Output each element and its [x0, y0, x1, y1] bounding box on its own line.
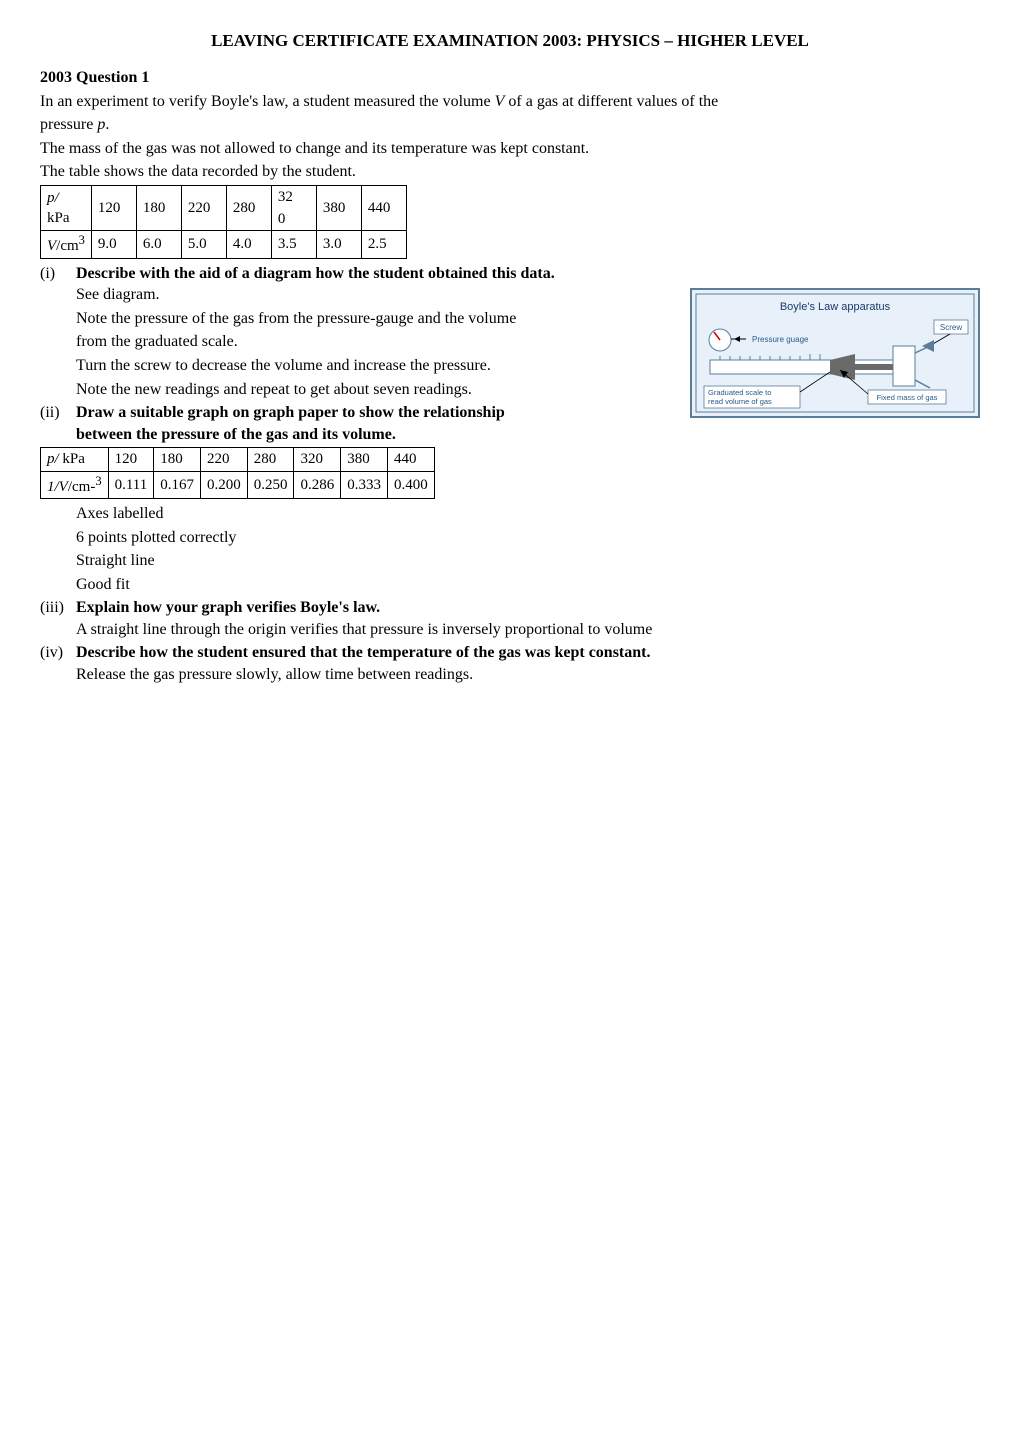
ii-a3: Straight line [76, 550, 980, 572]
t2-r7: 0.400 [387, 471, 434, 498]
t1-r2-la: V [47, 238, 56, 254]
t1-r2-c3: 5.0 [181, 231, 226, 258]
diagram-title: Boyle's Law apparatus [780, 301, 891, 313]
part-label-i: (i) [40, 263, 76, 285]
part-i-prompt: Describe with the aid of a diagram how t… [76, 265, 555, 282]
symbol-V: V [495, 93, 505, 110]
scale-label-1: Graduated scale to [708, 388, 771, 397]
t1-r2-c4: 4.0 [226, 231, 271, 258]
t2-row-label: 1/V/cm-3 [41, 471, 109, 498]
data-table-1: p/kPa 120 180 220 280 32 380 440 0 V/cm3… [40, 185, 407, 259]
t1-c5a: 32 [271, 185, 316, 208]
data-table-2: p/ kPa 120 180 220 280 320 380 440 1/V/c… [40, 447, 435, 499]
part-iv-answers: Release the gas pressure slowly, allow t… [40, 664, 980, 686]
t1-r1-label: p/kPa [41, 185, 92, 231]
t1-c3: 220 [181, 185, 226, 231]
ii-a4: Good fit [76, 574, 980, 596]
t2-hla: p/ [47, 451, 59, 467]
t1-r2-c2: 6.0 [136, 231, 181, 258]
part-ii: (ii) Draw a suitable graph on graph pape… [40, 402, 678, 445]
t2-rla: 1/V [47, 479, 68, 495]
t1-r2-sup: 3 [79, 233, 85, 247]
part-iii: (iii) Explain how your graph verifies Bo… [40, 597, 980, 619]
t1-r2-c1: 9.0 [91, 231, 136, 258]
t2-h5: 320 [294, 448, 341, 471]
part-ii-prompt-1: Draw a suitable graph on graph paper to … [76, 402, 678, 424]
t2-h4: 280 [247, 448, 294, 471]
t2-r6: 0.333 [341, 471, 388, 498]
part-iv-prompt: Describe how the student ensured that th… [76, 644, 650, 661]
t2-hlb: kPa [59, 451, 85, 467]
ii-a1: Axes labelled [76, 503, 980, 525]
t2-rlb: /cm- [68, 479, 96, 495]
t2-r2: 0.167 [154, 471, 201, 498]
question-heading: 2003 Question 1 [40, 67, 980, 89]
intro-line-2: pressure p. [40, 114, 980, 136]
t2-h3: 220 [200, 448, 247, 471]
iv-a1: Release the gas pressure slowly, allow t… [76, 664, 980, 686]
part-iii-answers: A straight line through the origin verif… [40, 619, 980, 641]
table-row: p/ kPa 120 180 220 280 320 380 440 [41, 448, 435, 471]
intro-line-3: The mass of the gas was not allowed to c… [40, 138, 980, 160]
t1-c1: 120 [91, 185, 136, 231]
part-iii-prompt: Explain how your graph verifies Boyle's … [76, 599, 380, 616]
screw-label: Screw [940, 323, 962, 332]
mass-label: Fixed mass of gas [877, 393, 938, 402]
t2-r5: 0.286 [294, 471, 341, 498]
part-label-ii: (ii) [40, 402, 76, 424]
t2-h6: 380 [341, 448, 388, 471]
t2-h1: 120 [108, 448, 154, 471]
t1-r2-lb: /cm [56, 238, 79, 254]
boyle-diagram: Boyle's Law apparatus Screw Pressure gua… [690, 288, 980, 418]
part-iv: (iv) Describe how the student ensured th… [40, 642, 980, 664]
t2-r1: 0.111 [108, 471, 154, 498]
t1-r2-c5: 3.5 [271, 231, 316, 258]
intro-line-1: In an experiment to verify Boyle's law, … [40, 91, 980, 113]
t1-c6: 380 [316, 185, 361, 231]
t1-c7: 440 [361, 185, 406, 231]
t1-c4: 280 [226, 185, 271, 231]
t1-r2-c7: 2.5 [361, 231, 406, 258]
t2-h2: 180 [154, 448, 201, 471]
intro-1b: of a gas at different values of the [504, 93, 718, 110]
t1-r1-la: p/ [47, 190, 59, 206]
intro-line-4: The table shows the data recorded by the… [40, 161, 980, 183]
part-ii-prompt-2: between the pressure of the gas and its … [76, 424, 678, 446]
gauge-label: Pressure guage [752, 335, 809, 344]
page-title: LEAVING CERTIFICATE EXAMINATION 2003: PH… [40, 30, 980, 53]
t1-c5b: 0 [271, 208, 316, 231]
iii-a1: A straight line through the origin verif… [76, 619, 980, 641]
intro-1a: In an experiment to verify Boyle's law, … [40, 93, 495, 110]
t2-rls: 3 [95, 474, 101, 488]
t1-r2-c6: 3.0 [316, 231, 361, 258]
intro-2a: pressure [40, 116, 97, 133]
t1-r2-label: V/cm3 [41, 231, 92, 258]
table-row: p/kPa 120 180 220 280 32 380 440 [41, 185, 407, 208]
part-label-iv: (iv) [40, 642, 76, 664]
t2-r4: 0.250 [247, 471, 294, 498]
t2-r3: 0.200 [200, 471, 247, 498]
ii-a2: 6 points plotted correctly [76, 527, 980, 549]
intro-2b: . [105, 116, 109, 133]
part-ii-answers: Axes labelled 6 points plotted correctly… [40, 503, 980, 595]
table-row: V/cm3 9.0 6.0 5.0 4.0 3.5 3.0 2.5 [41, 231, 407, 258]
t1-c2: 180 [136, 185, 181, 231]
part-i: (i) Describe with the aid of a diagram h… [40, 263, 980, 285]
t1-r1-lb: kPa [47, 210, 70, 226]
t2-hdr-label: p/ kPa [41, 448, 109, 471]
scale-label-2: read volume of gas [708, 397, 772, 406]
table-row: 1/V/cm-3 0.111 0.167 0.200 0.250 0.286 0… [41, 471, 435, 498]
t2-h7: 440 [387, 448, 434, 471]
part-label-iii: (iii) [40, 597, 76, 619]
